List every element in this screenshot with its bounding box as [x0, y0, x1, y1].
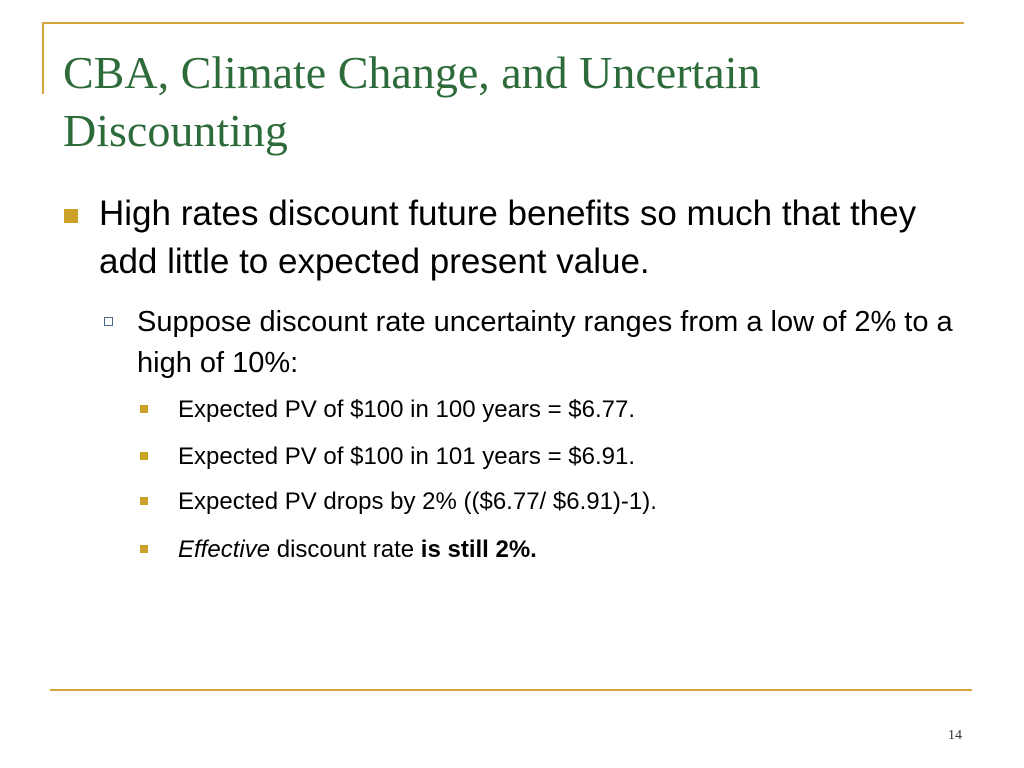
item-pv-drop: Expected PV drops by 2% (($6.77/ $6.91)-…: [178, 488, 657, 515]
hollow-square-bullet-icon: [104, 317, 113, 326]
small-square-bullet-icon: [140, 452, 148, 460]
item-pv-101-years: Expected PV of $100 in 101 years = $6.91…: [178, 443, 635, 470]
title-line-1: CBA, Climate Change, and Uncertain: [63, 47, 761, 98]
page-number: 14: [948, 728, 962, 743]
item-pv-100-years: Expected PV of $100 in 100 years = $6.77…: [178, 396, 635, 423]
slide-title: CBA, Climate Change, and Uncertain Disco…: [63, 44, 963, 160]
small-square-bullet-icon: [140, 405, 148, 413]
item-effective-rate: Effective discount rate is still 2%.: [178, 535, 958, 565]
sub-bullet-uncertainty: Suppose discount rate uncertainty ranges…: [137, 306, 953, 379]
slide-content: High rates discount future benefits so m…: [64, 194, 958, 565]
small-square-bullet-icon: [140, 497, 148, 505]
frame-left-line: [42, 22, 44, 94]
title-line-2: Discounting: [63, 105, 288, 156]
footer-line: [50, 689, 972, 691]
bullet-high-rates: High rates discount future benefits so m…: [99, 194, 917, 281]
effective-italic-text: Effective: [178, 536, 271, 563]
square-bullet-icon: [64, 209, 78, 223]
effective-normal-text: discount rate: [270, 536, 421, 563]
frame-top-line: [42, 22, 964, 24]
small-square-bullet-icon: [140, 545, 148, 553]
effective-bold-text: is still 2%.: [420, 536, 537, 563]
